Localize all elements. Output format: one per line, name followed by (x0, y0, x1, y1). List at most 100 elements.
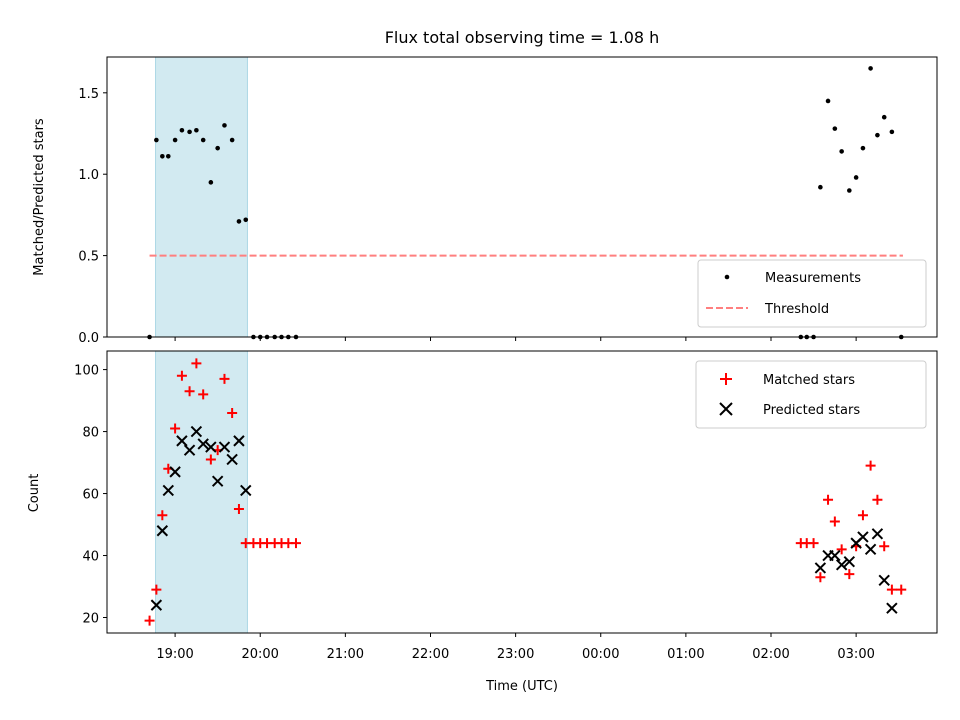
predicted-star-point (150, 599, 163, 611)
legend-matched-label: Matched stars (763, 373, 855, 388)
y-tick-label: 60 (82, 488, 99, 503)
chart-title: Flux total observing time = 1.08 h (385, 28, 660, 47)
measurement-point (847, 188, 852, 193)
count-y-ticks: 20 40 60 80 100 (74, 364, 107, 627)
y-tick-label: 40 (82, 550, 99, 565)
matched-star-point (157, 510, 168, 521)
matched-star-point (823, 494, 834, 505)
measurement-point (825, 98, 831, 104)
matched-star-point (879, 541, 890, 552)
predicted-star-point (197, 438, 209, 450)
y-tick-label: 80 (82, 426, 99, 441)
predicted-star-point (190, 425, 203, 438)
ratio-x-ticks (174, 337, 857, 341)
measurement-point (200, 137, 206, 143)
matched-star-point (227, 407, 238, 418)
measurement-point (889, 129, 895, 135)
predicted-star-point (226, 453, 238, 466)
legend-measurements-label: Measurements (765, 271, 861, 286)
x-tick-label: 20:00 (241, 647, 278, 662)
measurement-point (215, 145, 220, 151)
matched-star-point (844, 569, 855, 580)
matched-star-point (151, 584, 162, 595)
measurement-point (187, 129, 192, 135)
matched-star-point (836, 544, 847, 555)
matched-star-point (829, 516, 840, 527)
x-tick-label: 19:00 (156, 647, 193, 662)
count-plot-frame (106, 350, 938, 634)
y-tick-label: 0.0 (78, 331, 99, 346)
measurement-points (147, 66, 904, 340)
predicted-star-point (835, 559, 848, 571)
x-tick-label: 02:00 (752, 647, 789, 662)
measurement-point (229, 137, 235, 143)
matched-star-point (233, 504, 244, 515)
measurement-point (194, 127, 199, 133)
predicted-star-point (211, 475, 224, 487)
y-tick-label: 100 (74, 364, 99, 379)
predicted-star-point (205, 441, 217, 453)
measurement-point (860, 145, 866, 151)
measurement-point (868, 66, 873, 71)
matched-star-point (219, 373, 230, 384)
measurement-point (875, 132, 880, 138)
measurement-point (165, 154, 171, 159)
measurement-point (881, 114, 887, 120)
y-tick-label: 1.5 (78, 87, 99, 102)
x-tick-label: 22:00 (412, 647, 449, 662)
matched-star-point (184, 386, 195, 397)
y-tick-label: 1.0 (78, 168, 99, 183)
matched-star-point (857, 510, 868, 521)
x-tick-label: 03:00 (837, 647, 874, 662)
predicted-star-point (162, 484, 174, 497)
ratio-legend: Measurements Threshold (697, 259, 927, 328)
measurement-point (222, 123, 227, 128)
predicted-star-point (176, 435, 188, 447)
predicted-star-point (233, 435, 245, 447)
legend-box (697, 259, 927, 328)
matched-star-point (865, 460, 876, 471)
measurement-point (832, 126, 838, 131)
count-x-ticks: 19:00 20:00 21:00 22:00 23:00 00:00 01:00 02:00… (156, 633, 875, 662)
legend-predicted-marker (719, 402, 733, 416)
measurement-point (839, 149, 844, 154)
predicted-star-point (156, 525, 169, 537)
matched-star-point (815, 572, 826, 583)
y-tick-label: 20 (82, 612, 99, 627)
predicted-star-point (843, 556, 856, 568)
count-panel: Count Time (UTC) 20 40 60 80 100 19:00 20:00 2… (27, 350, 938, 694)
ratio-y-ticks: 0.0 0.5 1.0 1.5 (78, 87, 107, 346)
predicted-star-point (218, 441, 231, 453)
measurement-point (160, 154, 165, 159)
predicted-star-point (864, 543, 877, 556)
x-tick-label: 23:00 (497, 647, 534, 662)
matched-stars-points (144, 358, 907, 626)
matched-star-point (191, 358, 202, 369)
predicted-star-point (169, 466, 181, 478)
matched-star-point (808, 538, 819, 549)
predicted-star-point (871, 528, 884, 540)
legend-measurements-marker (724, 274, 730, 280)
count-y-axis-label: Count (27, 474, 42, 513)
ratio-y-axis-label: Matched/Predicted stars (32, 118, 47, 276)
measurement-point (853, 175, 859, 180)
measurement-point (172, 137, 178, 143)
count-legend: Matched stars Predicted stars (695, 360, 927, 429)
measurement-point (818, 184, 823, 190)
x-tick-label: 01:00 (667, 647, 704, 662)
measurement-point (243, 217, 249, 223)
matched-star-point (176, 370, 187, 381)
shaded-interval (155, 56, 248, 338)
legend-predicted-label: Predicted stars (763, 403, 860, 418)
matched-star-point (205, 454, 216, 465)
measurement-point (208, 180, 214, 185)
matched-star-point (290, 538, 301, 549)
matched-star-point (896, 584, 907, 595)
observing-window-shade (155, 56, 248, 338)
measurement-point (179, 127, 185, 133)
x-tick-label: 21:00 (327, 647, 364, 662)
x-axis-label: Time (UTC) (485, 679, 558, 694)
legend-box (695, 360, 927, 429)
